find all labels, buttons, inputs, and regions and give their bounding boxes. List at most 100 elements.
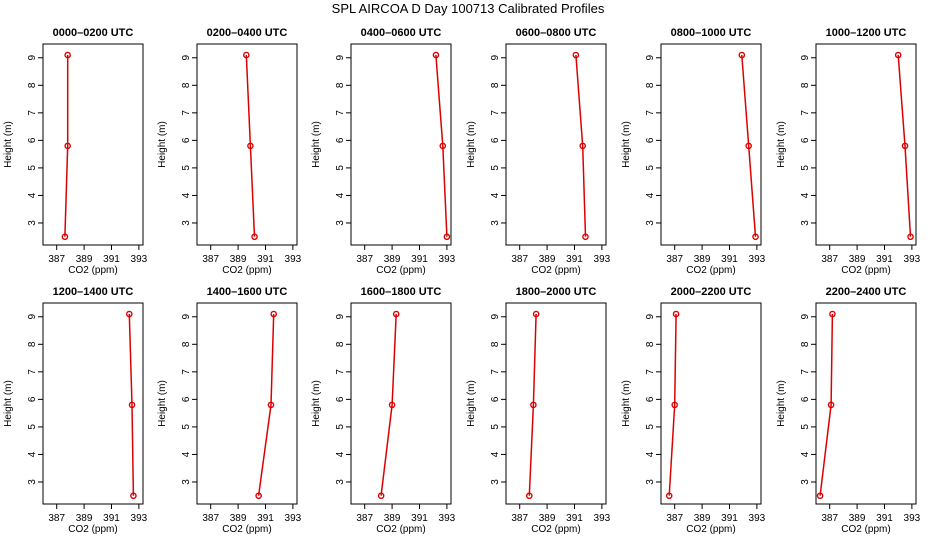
y-tick-label: 6	[645, 137, 656, 143]
x-tick-label: 391	[103, 254, 120, 265]
y-tick-label: 9	[335, 314, 346, 320]
x-tick-label: 389	[76, 254, 93, 265]
panel-title: 0000–0200 UTC	[53, 27, 134, 39]
y-tick-label: 4	[645, 192, 656, 198]
plot-frame	[815, 43, 917, 246]
y-tick-label: 3	[335, 479, 346, 485]
y-axis-label: Height (m)	[621, 380, 632, 427]
x-tick-label: 393	[131, 254, 148, 265]
y-tick-label: 8	[335, 82, 346, 88]
y-tick-label: 3	[490, 479, 501, 485]
y-tick-label: 6	[800, 396, 811, 402]
x-tick-label: 389	[539, 513, 556, 524]
x-tick-label: 393	[285, 254, 302, 265]
profile-line	[575, 54, 587, 237]
x-tick-label: 391	[257, 254, 274, 265]
x-axis-label: CO2 (ppm)	[531, 265, 580, 276]
x-tick-label: 393	[285, 513, 302, 524]
data-point	[907, 233, 914, 241]
y-tick-label: 5	[490, 165, 501, 171]
profile-panel: 2200–2400 UTC 387 389 391 393 3 4 5 6 7 8 9 CO2 (ppm…	[776, 286, 921, 535]
y-tick-label: 9	[181, 314, 192, 320]
profile-line	[819, 313, 834, 496]
y-tick-label: 4	[335, 451, 346, 457]
x-tick-label: 391	[721, 513, 738, 524]
plot-frame	[42, 302, 144, 505]
data-point	[439, 142, 447, 150]
y-tick-label: 9	[335, 55, 346, 61]
y-tick-label: 8	[800, 341, 811, 347]
y-tick-label: 6	[181, 396, 192, 402]
x-tick-label: 391	[721, 254, 738, 265]
data-point	[130, 492, 137, 500]
plot-frame	[660, 43, 762, 246]
y-tick-label: 7	[800, 369, 811, 375]
x-tick-label: 393	[904, 254, 921, 265]
profile-panel: 2000–2200 UTC 387 389 391 393 3 4 5 6 7 8 9 CO2 (ppm…	[621, 286, 766, 535]
data-point	[126, 310, 133, 318]
data-point	[752, 233, 759, 241]
profile-line	[897, 54, 912, 237]
profile-line	[528, 313, 537, 496]
y-tick-label: 4	[181, 451, 192, 457]
y-axis-label: Height (m)	[776, 380, 787, 427]
profile-panel: 0800–1000 UTC 387 389 391 393 3 4 5 6 7 8 9 CO2 (ppm…	[621, 27, 766, 276]
x-tick-label: 387	[202, 254, 219, 265]
profile-panel: 0400–0600 UTC 387 389 391 393 3 4 5 6 7 8 9 CO2 (ppm…	[311, 27, 456, 276]
data-point	[894, 51, 902, 59]
y-tick-label: 4	[27, 451, 38, 457]
x-tick-label: 387	[821, 513, 838, 524]
data-point	[443, 233, 451, 241]
panel-title: 1400–1600 UTC	[207, 286, 288, 298]
data-point	[267, 401, 275, 409]
data-point	[572, 51, 580, 59]
profile-line	[64, 55, 69, 237]
y-tick-label: 8	[490, 341, 501, 347]
y-tick-label: 3	[645, 220, 656, 226]
y-tick-label: 6	[335, 396, 346, 402]
y-axis-label: Height (m)	[157, 121, 168, 168]
x-tick-label: 391	[411, 513, 428, 524]
y-tick-label: 3	[490, 220, 501, 226]
plot-frame	[350, 43, 452, 246]
y-tick-label: 3	[645, 479, 656, 485]
profile-line	[435, 54, 448, 237]
y-tick-label: 4	[800, 451, 811, 457]
x-tick-label: 389	[76, 513, 93, 524]
y-tick-label: 9	[645, 314, 656, 320]
y-tick-label: 7	[181, 369, 192, 375]
panel-title: 1200–1400 UTC	[53, 286, 134, 298]
figure-title: SPL AIRCOA D Day 100713 Calibrated Profi…	[332, 1, 605, 16]
y-axis-label: Height (m)	[311, 380, 322, 427]
x-axis-label: CO2 (ppm)	[686, 265, 735, 276]
data-point	[392, 310, 400, 318]
y-tick-label: 7	[335, 110, 346, 116]
y-tick-label: 6	[490, 137, 501, 143]
profile-line	[668, 313, 677, 496]
y-tick-label: 4	[181, 192, 192, 198]
data-point	[530, 401, 537, 409]
data-point	[525, 492, 533, 500]
y-axis-label: Height (m)	[621, 121, 632, 168]
y-tick-label: 5	[800, 165, 811, 171]
y-tick-label: 6	[27, 137, 38, 143]
profile-panel: 1000–1200 UTC 387 389 391 393 3 4 5 6 7 8 9 CO2 (ppm…	[776, 27, 921, 276]
x-tick-label: 393	[749, 513, 766, 524]
y-tick-label: 4	[800, 192, 811, 198]
y-tick-label: 5	[800, 424, 811, 430]
x-tick-label: 391	[257, 513, 274, 524]
y-tick-label: 5	[490, 424, 501, 430]
x-axis-label: CO2 (ppm)	[222, 265, 271, 276]
panel-title: 2000–2200 UTC	[671, 286, 752, 298]
y-tick-label: 7	[645, 369, 656, 375]
profile-panel: 1600–1800 UTC 387 389 391 393 3 4 5 6 7 8 9 CO2 (ppm…	[311, 286, 456, 535]
x-tick-label: 391	[566, 254, 583, 265]
x-tick-label: 389	[849, 513, 866, 524]
y-tick-label: 7	[490, 110, 501, 116]
y-axis-label: Height (m)	[3, 380, 14, 427]
x-tick-label: 387	[511, 513, 528, 524]
data-point	[901, 142, 909, 150]
y-tick-label: 3	[27, 220, 38, 226]
